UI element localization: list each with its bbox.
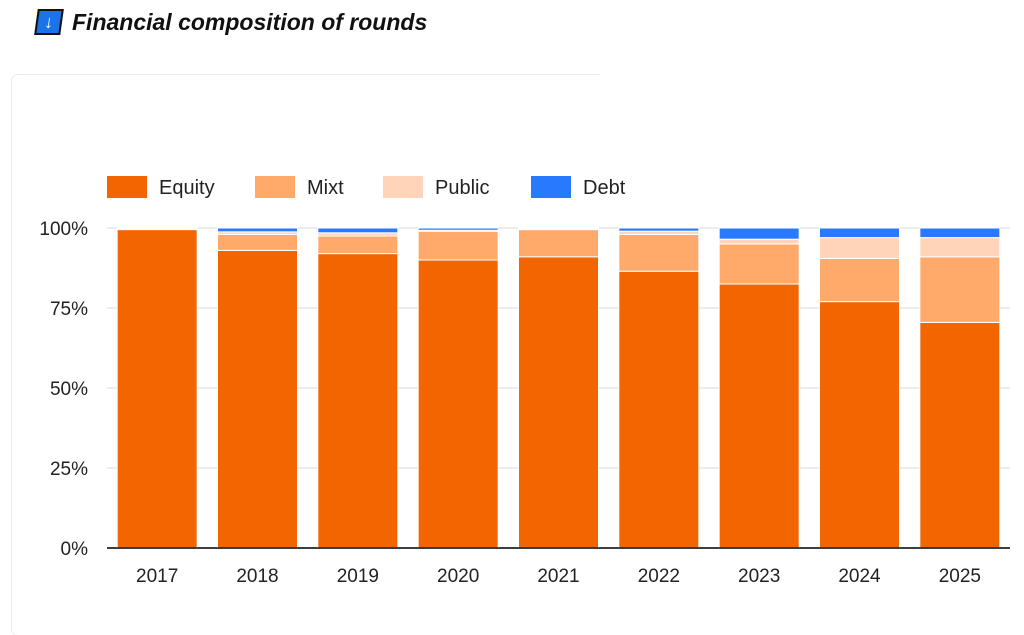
y-tick-label: 100% xyxy=(39,219,88,240)
bar-public-2025 xyxy=(919,237,1001,258)
x-tick-label: 2019 xyxy=(337,566,379,587)
y-tick-label: 75% xyxy=(50,299,88,320)
x-tick-label: 2024 xyxy=(838,566,881,587)
bar-mixt-2018 xyxy=(217,233,298,251)
bar-public-2024 xyxy=(819,237,900,259)
y-tick-label: 0% xyxy=(61,539,89,560)
x-tick-label: 2023 xyxy=(738,566,780,587)
bar-mixt-2021 xyxy=(518,229,599,258)
page-title: Financial composition of rounds xyxy=(72,8,428,35)
bar-public-2017 xyxy=(116,227,198,230)
bar-debt-2025 xyxy=(919,227,1001,239)
bar-equity-2017 xyxy=(116,229,198,549)
chart-header: ↓ Financial composition of rounds xyxy=(34,6,428,38)
bar-equity-2021 xyxy=(518,256,599,549)
bar-debt-2024 xyxy=(819,227,900,239)
bar-mixt-2019 xyxy=(317,235,399,255)
bar-public-2023 xyxy=(718,238,800,245)
bar-mixt-2024 xyxy=(819,257,900,303)
bar-equity-2022 xyxy=(618,270,700,549)
bar-mixt-2025 xyxy=(919,256,1001,323)
stacked-bar-chart: 0% 25% 50% 75% 100% 2017 2018 2019 2020 2021 2022 2… xyxy=(39,176,1010,587)
bar-debt-2020 xyxy=(417,227,499,231)
bar-equity-2024 xyxy=(819,301,900,549)
legend-label-debt: Debt xyxy=(583,177,626,199)
bar-debt-2022 xyxy=(618,227,700,232)
legend-swatch-equity xyxy=(107,176,147,198)
bar-equity-2019 xyxy=(317,253,399,549)
bar-equity-2018 xyxy=(217,249,298,549)
x-tick-label: 2025 xyxy=(939,566,981,587)
legend-swatch-public xyxy=(383,176,423,198)
bar-mixt-2022 xyxy=(618,233,700,272)
legend-label-equity: Equity xyxy=(159,177,215,199)
x-tick-label: 2021 xyxy=(537,566,579,587)
bar-debt-2023 xyxy=(718,227,800,240)
bar-debt-2019 xyxy=(317,227,399,234)
x-tick-label: 2018 xyxy=(236,566,278,587)
legend-swatch-mixt xyxy=(255,176,295,198)
bar-debt-2021 xyxy=(518,227,599,230)
y-tick-label: 25% xyxy=(50,459,88,480)
x-tick-label: 2020 xyxy=(437,566,479,587)
card-edge-fade xyxy=(600,70,1024,82)
bar-debt-2018 xyxy=(217,227,298,233)
legend-swatch-debt xyxy=(531,176,571,198)
bar-equity-2020 xyxy=(417,259,499,549)
x-tick-label: 2022 xyxy=(638,566,680,587)
x-tick-label: 2017 xyxy=(136,566,178,587)
y-tick-label: 50% xyxy=(50,379,88,400)
bar-equity-2025 xyxy=(919,321,1001,549)
legend-label-mixt: Mixt xyxy=(307,177,344,199)
legend-label-public: Public xyxy=(435,177,489,199)
bar-equity-2023 xyxy=(718,283,800,549)
bar-mixt-2023 xyxy=(718,243,800,285)
bar-mixt-2020 xyxy=(417,230,499,261)
